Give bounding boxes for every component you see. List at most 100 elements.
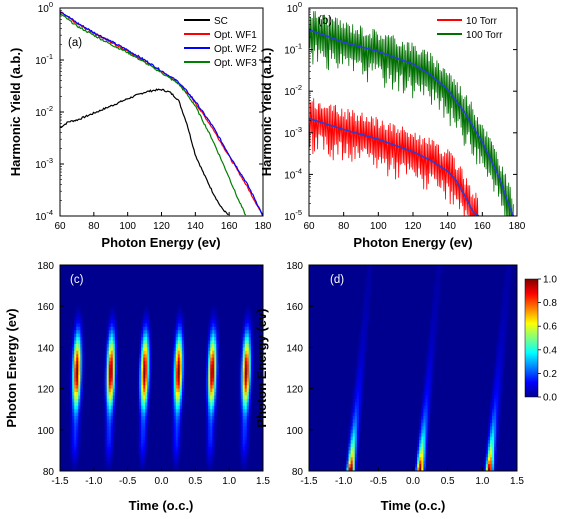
panel-d-cell [508,275,512,280]
panel-c-cell [212,340,215,345]
panel-c-cell [78,316,81,321]
panel-d-cell [423,378,426,383]
panel-c-cell [80,368,83,372]
panel-c-cell [175,333,179,338]
panel-d-cell [496,405,499,410]
panel-d-cell [417,446,420,451]
panel-d-cell [492,419,495,424]
panel-c-cell [145,402,148,407]
panel-c-cell [72,422,75,427]
panel-d-cell [429,361,433,365]
panel-c-cell [80,364,83,369]
panel-c-cell [210,343,213,348]
panel-c-cell [139,398,142,403]
panel-d-cell [346,467,349,472]
panel-c-cell [80,316,83,321]
panel-d-cell [348,460,351,465]
panel-c-cell [216,385,219,389]
panel-a-xtick-label: 60 [54,221,66,232]
panel-d-cell [361,357,364,362]
panel-c-cell [181,354,185,359]
panel-c-cell [244,433,248,438]
panel-c-cell [177,416,181,420]
panel-c-cell [242,381,246,386]
legend-label: 100 Torr [466,30,503,41]
panel-d-cell [429,374,433,379]
panel-c-cell [204,385,207,389]
panel-d-cell [358,361,362,365]
panel-d-cell [433,282,437,286]
panel-c-cell [114,340,118,345]
panel-d-cell [500,333,503,338]
panel-c-cell [141,343,144,348]
panel-d-cell [352,446,356,451]
panel-c-cell [104,433,108,438]
panel-c-cell [177,364,181,369]
panel-c-cell [145,450,148,455]
panel-d-cell [506,295,510,300]
panel-c-cell [238,440,242,444]
panel-d-cell [498,350,501,355]
panel-c-cell [106,460,110,465]
panel-d-cell [498,337,501,341]
panel-c-cell [210,371,213,376]
panel-c-cell [238,357,242,362]
panel-c-cell [112,405,116,410]
panel-d-cell [423,426,426,431]
panel-c-cell [72,340,75,345]
panel-c-cell [143,340,146,345]
panel-c-cell [74,350,77,355]
panel-c-cell [208,323,211,328]
panel-d-cell [431,313,435,317]
panel-d-cell [489,433,493,438]
panel-d-cell [492,385,495,389]
panel-c-cell [74,436,77,441]
panel-d-cell [504,302,507,307]
panel-d-cell [496,381,499,386]
panel-c-cell [139,402,142,407]
panel-d-cell [421,443,424,448]
panel-d-cell [367,295,370,300]
panel-b-ytick-label: 100 [287,0,302,15]
panel-d-cell [354,460,358,465]
panel-c-cell [74,333,77,338]
panel-c-cell [141,440,144,444]
panel-c-cell [72,405,75,410]
panel-c-cell [210,319,213,324]
panel-c-cell [246,422,250,427]
panel-d-cell [425,433,428,438]
panel-d-cell [496,361,499,365]
panel-c-cell [181,361,185,365]
panel-d-cell [354,388,358,393]
panel-d-cell [419,467,422,472]
panel-c-cell [116,347,120,352]
panel-d-cell [358,330,362,335]
panel-b-xlabel: Photon Energy (ev) [353,235,472,250]
panel-d-cell [433,316,437,321]
panel-c-cell [110,316,114,321]
panel-d-cell [502,354,505,359]
panel-d-cell [498,357,501,362]
panel-d-cell [354,368,358,372]
panel-c-cell [179,326,183,331]
panel-c-cell [244,443,248,448]
panel-c-cell [248,350,252,355]
panel-c-cell [76,371,79,376]
panel-d-cell [348,433,351,438]
panel-c-cell [246,426,250,431]
panel-c-cell [175,357,179,362]
panel-d-cell [363,337,366,341]
panel-a-xtick-label: 160 [221,221,238,232]
panel-d-cell [431,343,435,348]
panel-d-cell [354,422,358,427]
panel-a-ytick-label: 10-4 [35,208,53,223]
panel-c-cell [216,323,219,328]
panel-d-cell [433,347,437,352]
panel-c-cell [212,313,215,317]
panel-c-cell [246,313,250,317]
panel-c-cell [104,392,108,396]
panel-c-cell [147,340,150,345]
panel-d-cell [365,347,368,352]
panel-d-cell [363,306,366,311]
panel-c-cell [183,381,187,386]
